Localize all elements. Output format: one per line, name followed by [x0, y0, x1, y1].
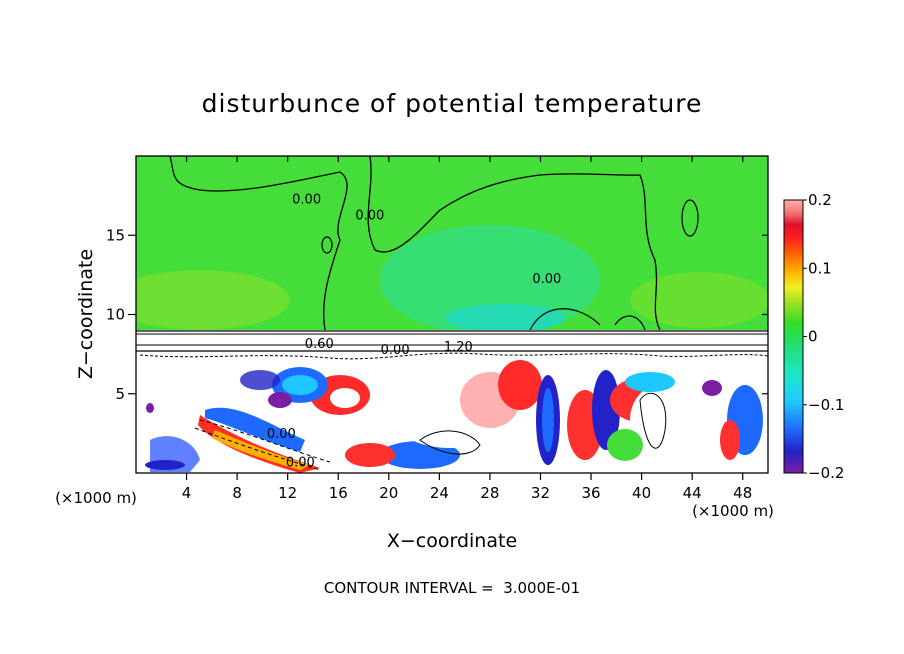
- x-tick-label: 12: [278, 484, 297, 502]
- colorbar: [783, 199, 804, 474]
- field-blob-purple: [702, 380, 722, 396]
- x-tick-label: 16: [329, 484, 348, 502]
- contour-value-label: 0.00: [292, 193, 321, 208]
- field-blob-cyan: [625, 372, 675, 392]
- field-blob-red: [345, 443, 395, 467]
- chart-title: disturbunce of potential temperature: [202, 89, 703, 118]
- field-patch-cyan: [380, 225, 600, 335]
- x-tick-label: 20: [379, 484, 398, 502]
- contour-value-label: 0.00: [381, 343, 410, 358]
- contour-value-label: 1.20: [444, 340, 473, 355]
- contour-line: [419, 430, 481, 455]
- field-blob-green: [607, 429, 643, 461]
- field-blob-white: [630, 385, 690, 455]
- contour-value-label: 0.00: [532, 272, 561, 287]
- contour-line: [681, 199, 699, 237]
- field-patch-cyan: [445, 304, 565, 332]
- field-blob-blue: [205, 407, 305, 452]
- contour-value-label: 0.00: [267, 427, 296, 442]
- colorbar-tick-label: −0.2: [808, 464, 844, 482]
- y-tick-label: 10: [106, 306, 125, 324]
- field-blob-purple: [146, 403, 154, 413]
- x-tick-label: 4: [182, 484, 192, 502]
- field-blob-cyan: [282, 375, 318, 395]
- y-axis-ticks: 5 10 15: [106, 226, 768, 403]
- field-patch-light-green: [136, 270, 290, 330]
- contour-value-label: 0.00: [286, 456, 315, 471]
- contour-labels: 0.00 0.00 0.00 0.60 0.00 1.20 0.00 0.00: [267, 193, 561, 471]
- plot-area: [136, 156, 768, 473]
- contour-line: [194, 419, 331, 471]
- contour-value-label: 0.00: [355, 208, 384, 223]
- x-tick-label: 48: [733, 484, 752, 502]
- y-tick-label: 5: [115, 385, 125, 403]
- field-blob-purple: [268, 392, 292, 408]
- field-blob-red: [198, 415, 320, 473]
- contour-interval-note: CONTOUR INTERVAL = 3.000E-01: [324, 579, 580, 597]
- field-blob-red: [720, 420, 740, 460]
- contour-line: [529, 308, 646, 331]
- x-tick-label: 28: [480, 484, 499, 502]
- field-blob-blue: [592, 370, 620, 450]
- colorbar-tick-label: 0.1: [808, 259, 832, 277]
- x-tick-label: 44: [683, 484, 702, 502]
- field-blob-white: [330, 388, 360, 408]
- contour-line: [139, 352, 768, 360]
- field-blob-red: [498, 360, 542, 410]
- x-axis-label: X−coordinate: [387, 530, 517, 552]
- x-tick-label: 40: [632, 484, 651, 502]
- x-tick-label: 8: [232, 484, 242, 502]
- contour-value-label: 0.60: [305, 337, 334, 352]
- y-axis-unit: (×1000 m): [55, 489, 137, 507]
- x-axis-ticks: 4 8 12 16 20 24 28 32 36 40 44 48: [182, 156, 752, 502]
- x-tick-label: 32: [531, 484, 550, 502]
- field-blob-blue: [240, 370, 280, 390]
- field-patch-light-green: [630, 272, 768, 328]
- contour-line: [639, 392, 667, 449]
- y-axis-label: Z−coordinate: [75, 249, 97, 379]
- field-blob-blue: [145, 460, 185, 470]
- colorbar-tick-label: 0: [808, 328, 818, 346]
- tropopause-band: [136, 330, 768, 352]
- contour-line: [169, 156, 348, 331]
- x-tick-label: 36: [581, 484, 600, 502]
- x-axis-unit: (×1000 m): [692, 502, 774, 520]
- colorbar-tick-label: 0.2: [808, 191, 832, 209]
- colorbar-ticks: 0.2 0.1 0 −0.1 −0.2: [803, 191, 844, 482]
- x-tick-label: 24: [430, 484, 449, 502]
- colorbar-tick-label: −0.1: [808, 396, 844, 414]
- field-blob-orange: [212, 430, 310, 470]
- contour-line: [321, 236, 333, 254]
- field-blob-blue: [380, 441, 460, 469]
- contour-line: [367, 156, 661, 331]
- y-tick-label: 15: [106, 226, 125, 244]
- field-blob-cyan: [542, 388, 554, 452]
